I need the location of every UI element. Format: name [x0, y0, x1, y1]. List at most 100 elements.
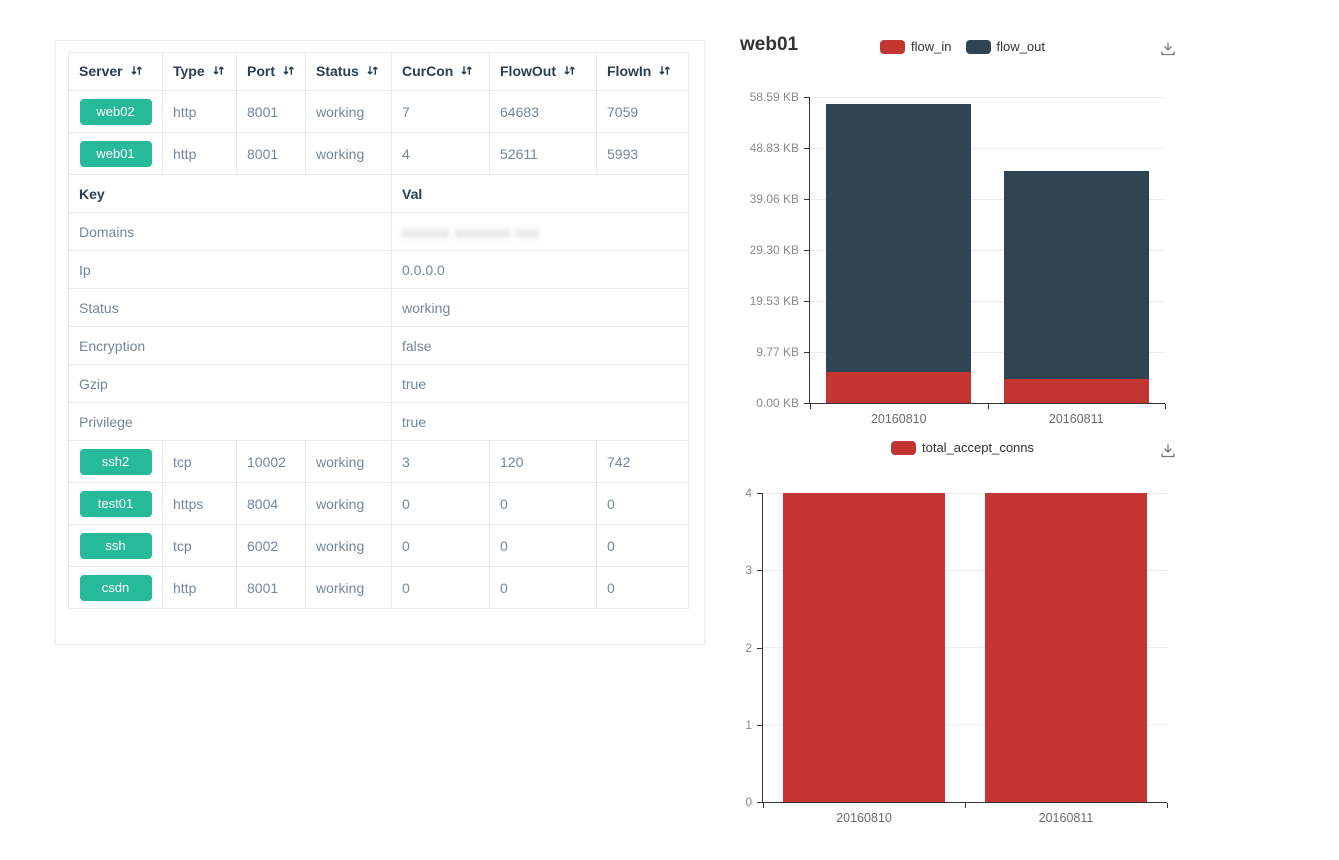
sort-icon[interactable] — [658, 64, 671, 80]
connections-chart: total_accept_conns 0 1 2 3 4 20160810 20160811 — [740, 435, 1185, 835]
y-axis-tick — [804, 250, 810, 251]
server-badge[interactable]: web02 — [79, 98, 152, 125]
flowout-cell: 0 — [489, 524, 597, 567]
sort-icon[interactable] — [460, 64, 473, 80]
sort-icon[interactable] — [366, 64, 379, 80]
x-category-label: 20160810 — [836, 811, 892, 825]
save-as-image-icon[interactable] — [1159, 442, 1177, 465]
gridline — [810, 96, 1165, 98]
curcon-cell: 7 — [391, 90, 490, 133]
port-cell: 8001 — [236, 132, 306, 175]
y-tick-label: 4 — [745, 486, 752, 500]
flowin-cell: 7059 — [596, 90, 689, 133]
legend-label: flow_in — [911, 39, 952, 54]
kv-value-cell: working — [391, 288, 689, 327]
y-axis-tick — [804, 352, 810, 353]
save-as-image-icon[interactable] — [1159, 40, 1177, 63]
kv-key-cell: Encryption — [68, 326, 392, 365]
y-axis-tick — [804, 148, 810, 149]
server-row-web01[interactable]: web01 http 8001 working 4 52611 5993 — [68, 132, 689, 175]
bar-20160810-flow_in[interactable] — [826, 372, 972, 403]
type-cell: https — [162, 482, 237, 525]
column-header-curcon[interactable]: CurCon — [391, 52, 490, 91]
sort-icon[interactable] — [130, 64, 143, 80]
curcon-cell: 4 — [391, 132, 490, 175]
column-header-flowout[interactable]: FlowOut — [489, 52, 597, 91]
legend: total_accept_conns — [740, 440, 1185, 455]
kv-val-header: Val — [391, 174, 689, 213]
legend: flow_in flow_out — [740, 39, 1185, 54]
server-badge[interactable]: csdn — [79, 574, 152, 601]
curcon-cell: 3 — [391, 440, 490, 483]
server-cell: web02 — [68, 90, 163, 133]
server-cell: web01 — [68, 132, 163, 175]
gridline — [763, 724, 1167, 726]
sort-icon[interactable] — [282, 64, 295, 80]
status-cell: working — [305, 132, 392, 175]
bar-20160811-flow_in[interactable] — [1003, 378, 1149, 403]
legend-swatch — [890, 440, 916, 455]
kv-value-cell: true — [391, 364, 689, 403]
y-axis-tick — [757, 724, 763, 726]
port-cell: 8001 — [236, 90, 306, 133]
server-row-test01[interactable]: test01 https 8004 working 0 0 0 — [68, 482, 689, 525]
column-header-type[interactable]: Type — [162, 52, 237, 91]
x-category-label: 20160811 — [1048, 412, 1104, 426]
kv-value-cell: 0.0.0.0 — [391, 250, 689, 289]
type-cell: http — [162, 90, 237, 133]
server-badge[interactable]: test01 — [79, 490, 152, 517]
y-axis-tick — [804, 97, 810, 98]
server-badge[interactable]: web01 — [79, 140, 152, 167]
server-row-ssh[interactable]: ssh tcp 6002 working 0 0 0 — [68, 524, 689, 567]
bar-20160811-flow_out[interactable] — [1003, 171, 1149, 379]
y-axis-tick — [757, 802, 763, 803]
y-tick-label: 48.83 KB — [749, 141, 799, 155]
bar-20160810-total_accept_conns[interactable] — [783, 493, 945, 802]
kv-key-cell: Domains — [68, 212, 392, 251]
kv-value-cell: xxxxxx xxxxxxx xxx — [391, 212, 689, 251]
status-cell: working — [305, 90, 392, 133]
server-cell: ssh — [68, 524, 163, 567]
kv-value-cell: false — [391, 326, 689, 365]
legend-item-flow_out[interactable]: flow_out — [965, 39, 1045, 54]
column-header-label: Status — [316, 63, 359, 79]
port-cell: 6002 — [236, 524, 306, 567]
server-row-csdn[interactable]: csdn http 8001 working 0 0 0 — [68, 566, 689, 609]
gridline — [810, 351, 1165, 353]
server-badge[interactable]: ssh2 — [79, 448, 152, 475]
port-cell: 8004 — [236, 482, 306, 525]
column-header-label: FlowIn — [607, 63, 652, 79]
server-row-ssh2[interactable]: ssh2 tcp 10002 working 3 120 742 — [68, 440, 689, 483]
server-row-web02[interactable]: web02 http 8001 working 7 64683 7059 — [68, 90, 689, 133]
y-axis-tick — [757, 647, 763, 649]
legend-label: total_accept_conns — [921, 440, 1035, 455]
server-cell: ssh2 — [68, 440, 163, 483]
kv-header-row: Key Val — [68, 174, 689, 213]
column-header-label: Type — [173, 63, 205, 79]
sort-icon[interactable] — [563, 64, 576, 80]
y-axis-tick — [804, 199, 810, 200]
bar-20160810-flow_out[interactable] — [826, 104, 972, 373]
column-header-port[interactable]: Port — [236, 52, 306, 91]
y-axis-tick — [757, 570, 763, 572]
column-header-server[interactable]: Server — [68, 52, 163, 91]
chart-title: web01 — [740, 34, 799, 55]
sort-icon[interactable] — [212, 64, 225, 80]
server-badge[interactable]: ssh — [79, 532, 152, 559]
x-axis-tick — [810, 404, 811, 409]
flowout-cell: 0 — [489, 482, 597, 525]
column-header-status[interactable]: Status — [305, 52, 392, 91]
bar-20160811-total_accept_conns[interactable] — [985, 493, 1147, 802]
status-cell: working — [305, 566, 392, 609]
gridline — [810, 147, 1165, 149]
kv-key-cell: Status — [68, 288, 392, 327]
column-header-flowin[interactable]: FlowIn — [596, 52, 689, 91]
x-axis-line — [809, 403, 1165, 404]
gridline — [810, 198, 1165, 200]
x-category-label: 20160811 — [1038, 811, 1094, 825]
legend-item-total_accept_conns[interactable]: total_accept_conns — [890, 440, 1035, 455]
gridline — [810, 300, 1165, 302]
status-cell: working — [305, 440, 392, 483]
legend-item-flow_in[interactable]: flow_in — [880, 39, 952, 54]
y-tick-label: 2 — [745, 640, 752, 655]
